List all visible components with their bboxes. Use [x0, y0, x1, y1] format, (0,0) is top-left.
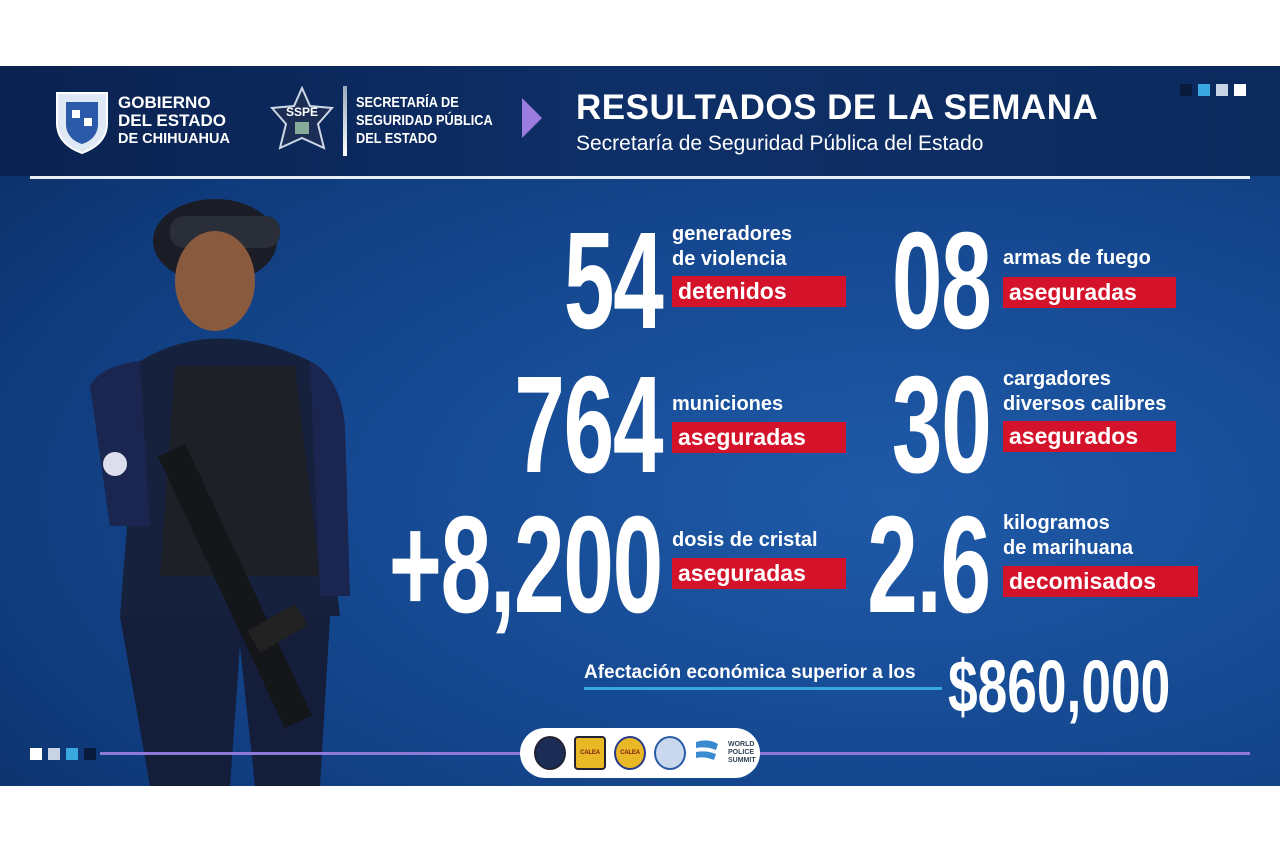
stat-label: generadores de violencia [672, 222, 792, 272]
decor-square [1198, 84, 1210, 96]
afectacion-underline [584, 687, 942, 690]
stat-tag: detenidos [672, 276, 846, 307]
gob-line: DE CHIHUAHUA [118, 131, 230, 147]
label-line: diversos calibres [1003, 393, 1167, 415]
sec-line: DEL ESTADO [356, 130, 438, 147]
decor-square [1216, 84, 1228, 96]
stat-label: dosis de cristal [672, 528, 818, 553]
stat-tag: aseguradas [1003, 277, 1176, 308]
decor-square [84, 748, 96, 760]
label-line: generadores [672, 223, 793, 245]
gob-line: GOBIERNO [118, 93, 211, 112]
decor-square [1234, 84, 1246, 96]
stat-number: 764 [513, 348, 663, 502]
calea-badge-icon: CALEA [574, 736, 606, 770]
label-line: kilogramos [1003, 512, 1110, 534]
accreditation-seal-icon [654, 736, 686, 770]
stat-number: 08 [891, 204, 991, 358]
stat-number: 30 [891, 348, 991, 502]
label-line: municiones [672, 393, 784, 415]
label-line: armas de fuego [1003, 247, 1151, 269]
secretaria-logo-text: SECRETARÍA DE SEGURIDAD PÚBLICA DEL ESTA… [356, 94, 493, 148]
calea-badge-text: CALEA [580, 750, 600, 756]
page-subtitle: Secretaría de Seguridad Pública del Esta… [576, 132, 984, 155]
afectacion-label: Afectación económica superior a los [584, 662, 916, 683]
stat-tag: aseguradas [672, 558, 846, 589]
calea-seal-icon: CALEA [614, 736, 646, 770]
decor-square [48, 748, 60, 760]
wps-line: POLICE [728, 749, 755, 756]
svg-text:SSPE: SSPE [286, 105, 318, 119]
arrow-icon [522, 98, 542, 138]
gobierno-logo-text: GOBIERNO DEL ESTADO DE CHIHUAHUA [118, 94, 230, 148]
world-police-summit-icon [696, 740, 718, 760]
afectacion-amount: $860,000 [948, 645, 1171, 728]
stat-tag: decomisados [1003, 566, 1198, 597]
stat-number: 54 [563, 204, 663, 358]
header-rule [30, 176, 1250, 179]
sspe-badge-icon [534, 736, 566, 770]
chihuahua-shield-logo [56, 92, 108, 154]
label-line: cargadores [1003, 368, 1111, 390]
sec-line: SEGURIDAD PÚBLICA [356, 112, 493, 129]
stat-number: +8,200 [388, 488, 664, 642]
wps-line: WORLD [728, 741, 755, 748]
stat-number: 2.6 [867, 488, 991, 642]
divider [343, 86, 347, 156]
stat-tag: aseguradas [672, 422, 846, 453]
stat-label: armas de fuego [1003, 246, 1151, 271]
calea-seal-text: CALEA [620, 750, 640, 756]
stat-label: kilogramos de marihuana [1003, 511, 1133, 561]
infographic-banner: GOBIERNO DEL ESTADO DE CHIHUAHUA SSPE SE… [0, 66, 1280, 786]
gob-line: DEL ESTADO [118, 111, 226, 130]
decor-square [30, 748, 42, 760]
partner-logos: CALEA CALEA WORLD POLICE SUMMIT [520, 728, 760, 778]
sspe-star-logo: SSPE [269, 86, 335, 150]
stat-label: municiones [672, 392, 783, 417]
wps-line: SUMMIT [728, 757, 756, 764]
header: GOBIERNO DEL ESTADO DE CHIHUAHUA SSPE SE… [0, 66, 1280, 176]
world-police-summit-text: WORLD POLICE SUMMIT [728, 741, 756, 765]
label-line: de violencia [672, 248, 787, 270]
stat-tag: asegurados [1003, 421, 1176, 452]
stat-label: cargadores diversos calibres [1003, 367, 1166, 417]
label-line: dosis de cristal [672, 529, 818, 551]
police-officer-photo [90, 199, 350, 786]
label-line: de marihuana [1003, 537, 1134, 559]
decor-square [1180, 84, 1192, 96]
sec-line: SECRETARÍA DE [356, 94, 459, 111]
page-title: RESULTADOS DE LA SEMANA [576, 88, 1099, 127]
decor-square [66, 748, 78, 760]
